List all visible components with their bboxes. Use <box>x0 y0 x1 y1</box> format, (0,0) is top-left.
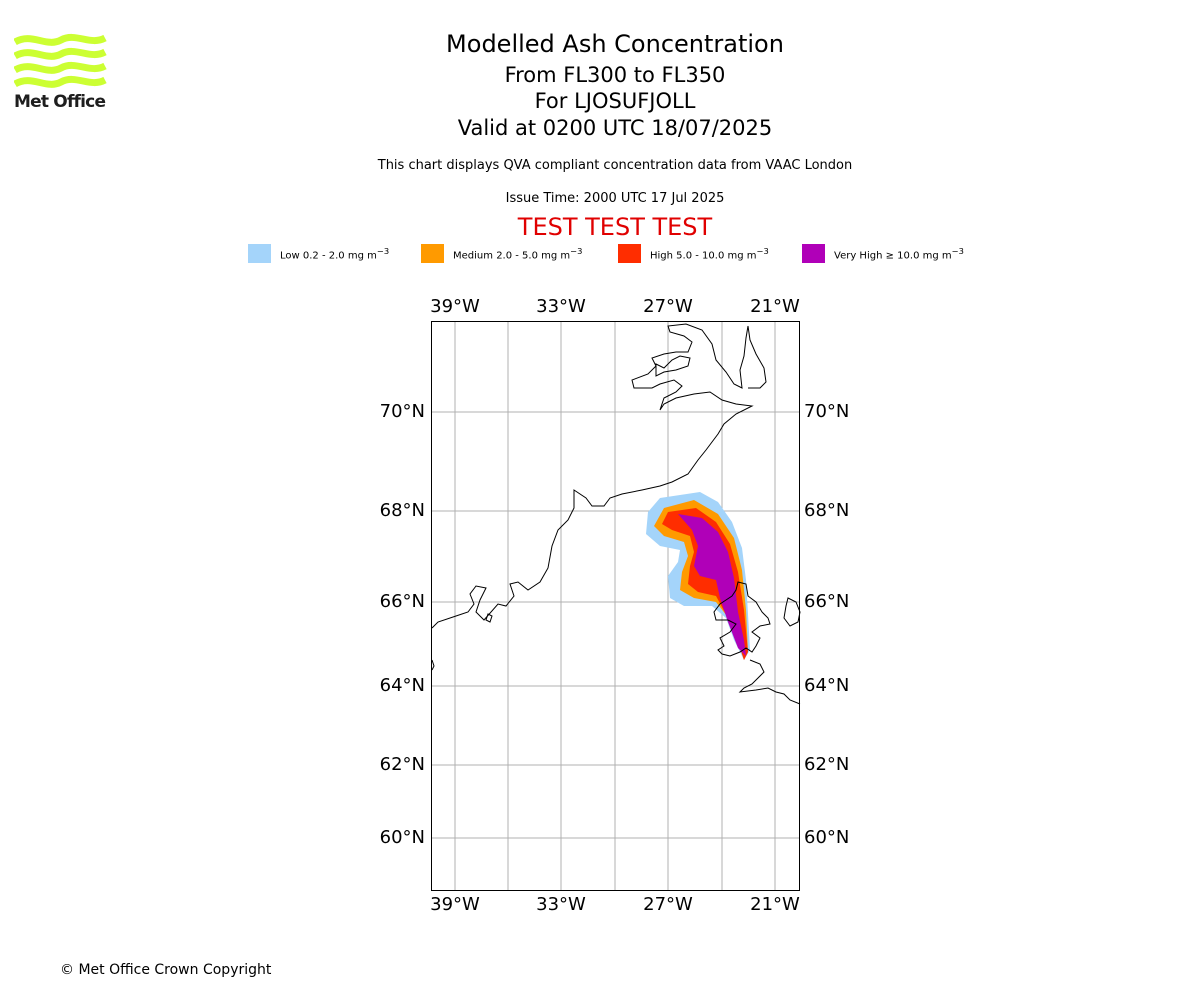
logo-wave <box>14 61 107 74</box>
flight-levels: From FL300 to FL350 <box>504 63 726 87</box>
lat-labels-right: 70°N 68°N 66°N 64°N 62°N 60°N <box>804 401 849 848</box>
lon-labels-bottom: 39°W 33°W 27°W 21°W <box>430 894 800 915</box>
lon-label: 33°W <box>536 894 586 915</box>
test-banner: TEST TEST TEST <box>517 213 713 241</box>
volcano-name: For LJOSUFJOLL <box>534 89 696 113</box>
logo-wave <box>14 75 107 88</box>
copyright-notice: © Met Office Crown Copyright <box>60 962 272 978</box>
lat-label: 68°N <box>804 500 849 521</box>
lat-label: 64°N <box>804 675 849 696</box>
map-frame <box>431 321 800 891</box>
iceland-south-coast <box>738 659 801 705</box>
legend-level: Very High <box>834 250 883 262</box>
met-office-logo <box>14 33 107 88</box>
greenland-coast-east <box>747 325 767 389</box>
legend-swatch-high <box>618 244 641 263</box>
ash-plume <box>646 492 750 660</box>
valid-time: Valid at 0200 UTC 18/07/2025 <box>457 116 773 140</box>
small-island <box>485 613 493 623</box>
lat-label: 68°N <box>380 500 425 521</box>
lat-label: 62°N <box>804 754 849 775</box>
lon-label: 33°W <box>536 296 586 317</box>
logo-wave <box>14 33 107 46</box>
legend-range: 5.0 - 10.0 mg m <box>676 250 757 262</box>
greenland-coast <box>431 323 754 629</box>
lon-label: 21°W <box>750 296 800 317</box>
legend-swatch-medium <box>421 244 444 263</box>
lat-label: 66°N <box>380 591 425 612</box>
lat-label: 62°N <box>380 754 425 775</box>
lon-label: 39°W <box>430 296 480 317</box>
legend-level: Medium <box>453 250 493 262</box>
disclaimer-text: This chart displays QVA compliant concen… <box>377 158 853 173</box>
legend-swatch-very-high <box>802 244 825 263</box>
legend-level: Low <box>280 250 300 262</box>
legend-range: 0.2 - 2.0 mg m <box>302 250 377 262</box>
logo-wave <box>14 47 107 60</box>
iceland-coast <box>713 581 771 657</box>
ash-high-area <box>662 508 748 660</box>
iceland-east-coast <box>783 597 801 627</box>
lat-label: 60°N <box>804 827 849 848</box>
lat-label: 70°N <box>804 401 849 422</box>
lon-label: 27°W <box>643 894 693 915</box>
coastlines <box>431 323 801 705</box>
lat-label: 66°N <box>804 591 849 612</box>
lat-label: 70°N <box>380 401 425 422</box>
lat-label: 60°N <box>380 827 425 848</box>
legend-range: 2.0 - 5.0 mg m <box>496 250 571 262</box>
lon-label: 27°W <box>643 296 693 317</box>
lat-label: 64°N <box>380 675 425 696</box>
issue-time: Issue Time: 2000 UTC 17 Jul 2025 <box>505 191 725 206</box>
inlet-loop <box>655 355 691 377</box>
graticule <box>432 322 799 890</box>
chart-title: Modelled Ash Concentration <box>446 30 784 58</box>
lat-labels-left: 70°N 68°N 66°N 64°N 62°N 60°N <box>380 401 425 848</box>
greenland-south-tip <box>431 659 435 671</box>
legend-swatch-low <box>248 244 271 263</box>
lon-label: 21°W <box>750 894 800 915</box>
lon-labels-top: 39°W 33°W 27°W 21°W <box>430 296 800 317</box>
logo-text: Met Office <box>14 92 106 112</box>
lon-label: 39°W <box>430 894 480 915</box>
legend-range: ≥ 10.0 mg m <box>885 250 952 262</box>
legend-level: High <box>650 250 673 262</box>
